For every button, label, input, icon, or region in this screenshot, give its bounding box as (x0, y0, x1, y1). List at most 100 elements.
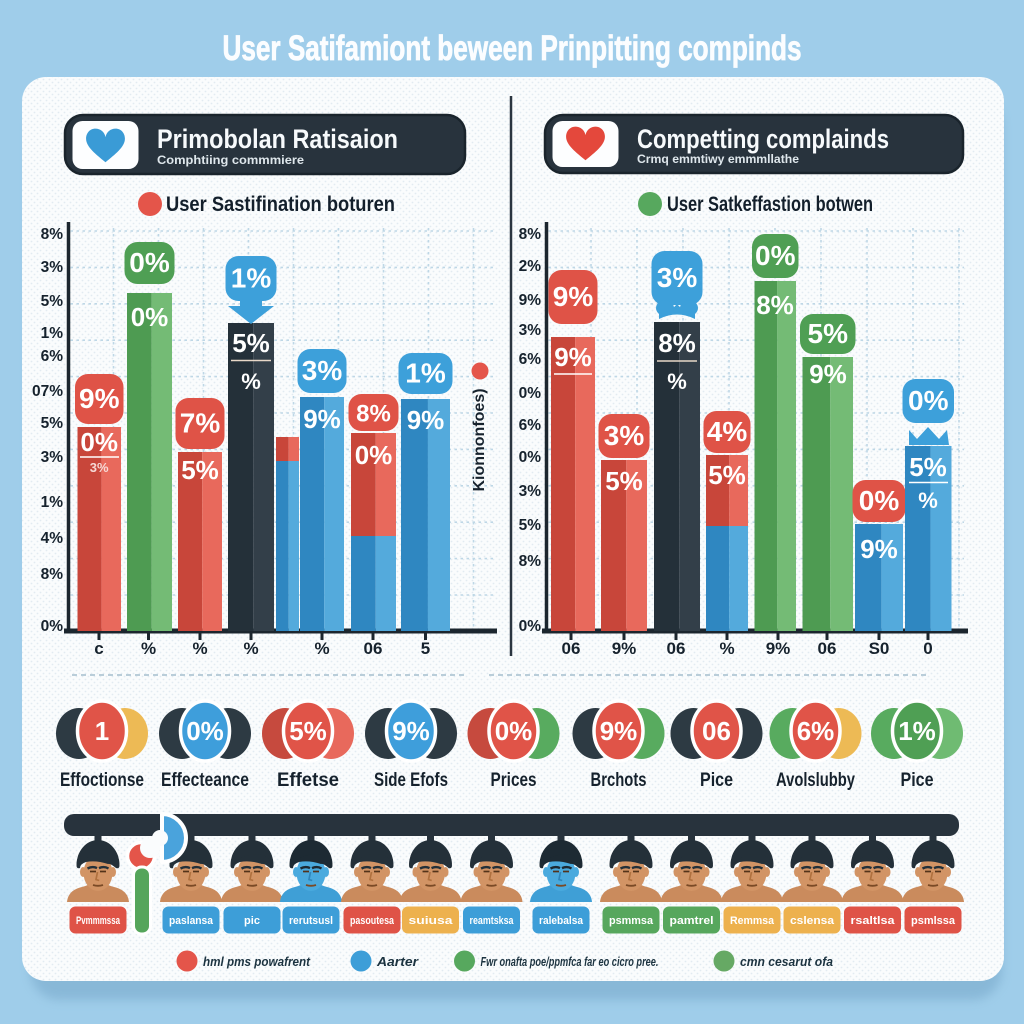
svg-text:pic: pic (244, 915, 260, 927)
svg-text:pasoutesa: pasoutesa (350, 915, 395, 927)
svg-text:c: c (94, 639, 103, 658)
svg-text:%: % (719, 639, 734, 658)
svg-text:Competting complainds: Competting complainds (637, 124, 889, 154)
svg-text:9%: 9% (519, 292, 542, 309)
svg-text:Effoctionse: Effoctionse (60, 770, 144, 791)
svg-text:0: 0 (923, 639, 932, 658)
svg-text:7%: 7% (180, 408, 221, 439)
svg-text:9%: 9% (600, 716, 638, 746)
svg-text:9%: 9% (766, 639, 791, 658)
svg-text:Side Efofs: Side Efofs (374, 770, 448, 791)
svg-text:8%: 8% (41, 566, 64, 583)
svg-text:Crmq emmtiwy emmmllathe: Crmq emmtiwy emmmllathe (637, 152, 799, 166)
svg-text:Primobolan Ratisaion: Primobolan Ratisaion (157, 124, 398, 154)
svg-text:3%: 3% (41, 449, 64, 466)
svg-text:8%: 8% (356, 401, 391, 428)
svg-text:5%: 5% (519, 517, 542, 534)
svg-text:3%: 3% (90, 460, 109, 475)
svg-text:1%: 1% (231, 263, 272, 294)
svg-text:0%: 0% (519, 385, 542, 402)
svg-text:0%: 0% (355, 440, 393, 470)
svg-text:9%: 9% (79, 383, 120, 414)
svg-text:%: % (141, 639, 156, 658)
svg-text:8%: 8% (41, 226, 64, 243)
svg-text:Avolslubby: Avolslubby (776, 770, 855, 791)
svg-text:0%: 0% (495, 716, 533, 746)
svg-text:6%: 6% (41, 348, 64, 365)
svg-text:1: 1 (95, 716, 109, 746)
svg-text:0%: 0% (186, 716, 224, 746)
svg-text:psmlssa: psmlssa (911, 915, 956, 927)
svg-text:%: % (192, 639, 207, 658)
svg-text:8%: 8% (658, 328, 696, 358)
svg-text:3%: 3% (657, 262, 698, 293)
svg-text:06: 06 (364, 639, 383, 658)
svg-text:hml pms powafrent: hml pms powafrent (203, 955, 311, 969)
svg-text:0%: 0% (859, 485, 900, 516)
svg-text:%: % (314, 639, 329, 658)
svg-text:5%: 5% (289, 716, 327, 746)
svg-text:9%: 9% (554, 342, 592, 372)
svg-text:5: 5 (421, 639, 430, 658)
svg-text:Kionnonfoes): Kionnonfoes) (471, 388, 488, 491)
svg-text:3%: 3% (302, 355, 343, 386)
svg-text:6%: 6% (519, 351, 542, 368)
svg-text:5%: 5% (909, 452, 947, 482)
svg-text:Pice: Pice (901, 770, 934, 791)
svg-text:06: 06 (562, 639, 581, 658)
svg-text:0%: 0% (41, 618, 64, 635)
svg-text:suiusa: suiusa (409, 915, 454, 927)
svg-text:07%: 07% (32, 383, 63, 400)
svg-text:06: 06 (667, 639, 686, 658)
svg-text:9%: 9% (553, 281, 594, 312)
svg-text:%: % (241, 369, 261, 394)
svg-text:5%: 5% (41, 415, 64, 432)
svg-text:5%: 5% (808, 318, 849, 349)
svg-text:9%: 9% (860, 534, 898, 564)
svg-text:9%: 9% (809, 359, 847, 389)
svg-text:Aarter: Aarter (376, 955, 419, 969)
svg-text:Pice: Pice (700, 770, 733, 791)
svg-text:5%: 5% (605, 466, 643, 496)
svg-text:9%: 9% (303, 404, 341, 434)
svg-text:reamtsksa: reamtsksa (470, 915, 515, 927)
svg-text:Fwr onafta poe/ppmfca far eo c: Fwr onafta poe/ppmfca far eo cicro pree. (481, 955, 659, 969)
svg-text:0%: 0% (80, 427, 118, 457)
svg-text:3%: 3% (519, 322, 542, 339)
svg-text:6%: 6% (519, 417, 542, 434)
svg-text:Pvmmmssa: Pvmmmssa (76, 915, 121, 927)
svg-text:1%: 1% (41, 325, 64, 342)
svg-text:4%: 4% (707, 416, 748, 447)
svg-text:rsaltlsa: rsaltlsa (851, 915, 896, 927)
svg-text:0%: 0% (129, 247, 170, 278)
svg-text:6%: 6% (797, 716, 835, 746)
svg-text:%: % (667, 369, 687, 394)
svg-text:S0: S0 (869, 639, 890, 658)
svg-text:rerutsusl: rerutsusl (289, 915, 333, 927)
svg-text:5%: 5% (232, 328, 270, 358)
svg-text:8%: 8% (519, 226, 542, 243)
svg-text:%: % (243, 639, 258, 658)
svg-text:3%: 3% (41, 259, 64, 276)
svg-text:Comphtiing commmiere: Comphtiing commmiere (157, 153, 304, 167)
svg-text:2%: 2% (519, 258, 542, 275)
svg-text:cmn cesarut ofa: cmn cesarut ofa (740, 955, 833, 969)
svg-text:4%: 4% (41, 530, 64, 547)
svg-text:ralebalsa: ralebalsa (539, 915, 584, 927)
svg-text:User Sastifination boturen: User Sastifination boturen (166, 193, 395, 216)
svg-text:Prices: Prices (491, 770, 537, 791)
svg-text:0%: 0% (755, 240, 796, 271)
svg-text:1%: 1% (41, 494, 64, 511)
svg-text:cslensa: cslensa (790, 915, 835, 927)
svg-text:User Satifamiont beween Prinpi: User Satifamiont beween Prinpitting comp… (223, 29, 802, 68)
svg-text:Brchots: Brchots (591, 770, 647, 791)
svg-text:psmmsa: psmmsa (609, 915, 654, 927)
svg-text:pamtrel: pamtrel (670, 915, 714, 927)
svg-text:User Satkeffastion botwen: User Satkeffastion botwen (667, 193, 873, 216)
svg-text:1%: 1% (405, 358, 446, 389)
svg-text:06: 06 (818, 639, 837, 658)
svg-text:Effetse: Effetse (277, 770, 339, 791)
svg-text:9%: 9% (612, 639, 637, 658)
svg-text:0%: 0% (519, 618, 542, 635)
svg-text:3%: 3% (604, 420, 645, 451)
